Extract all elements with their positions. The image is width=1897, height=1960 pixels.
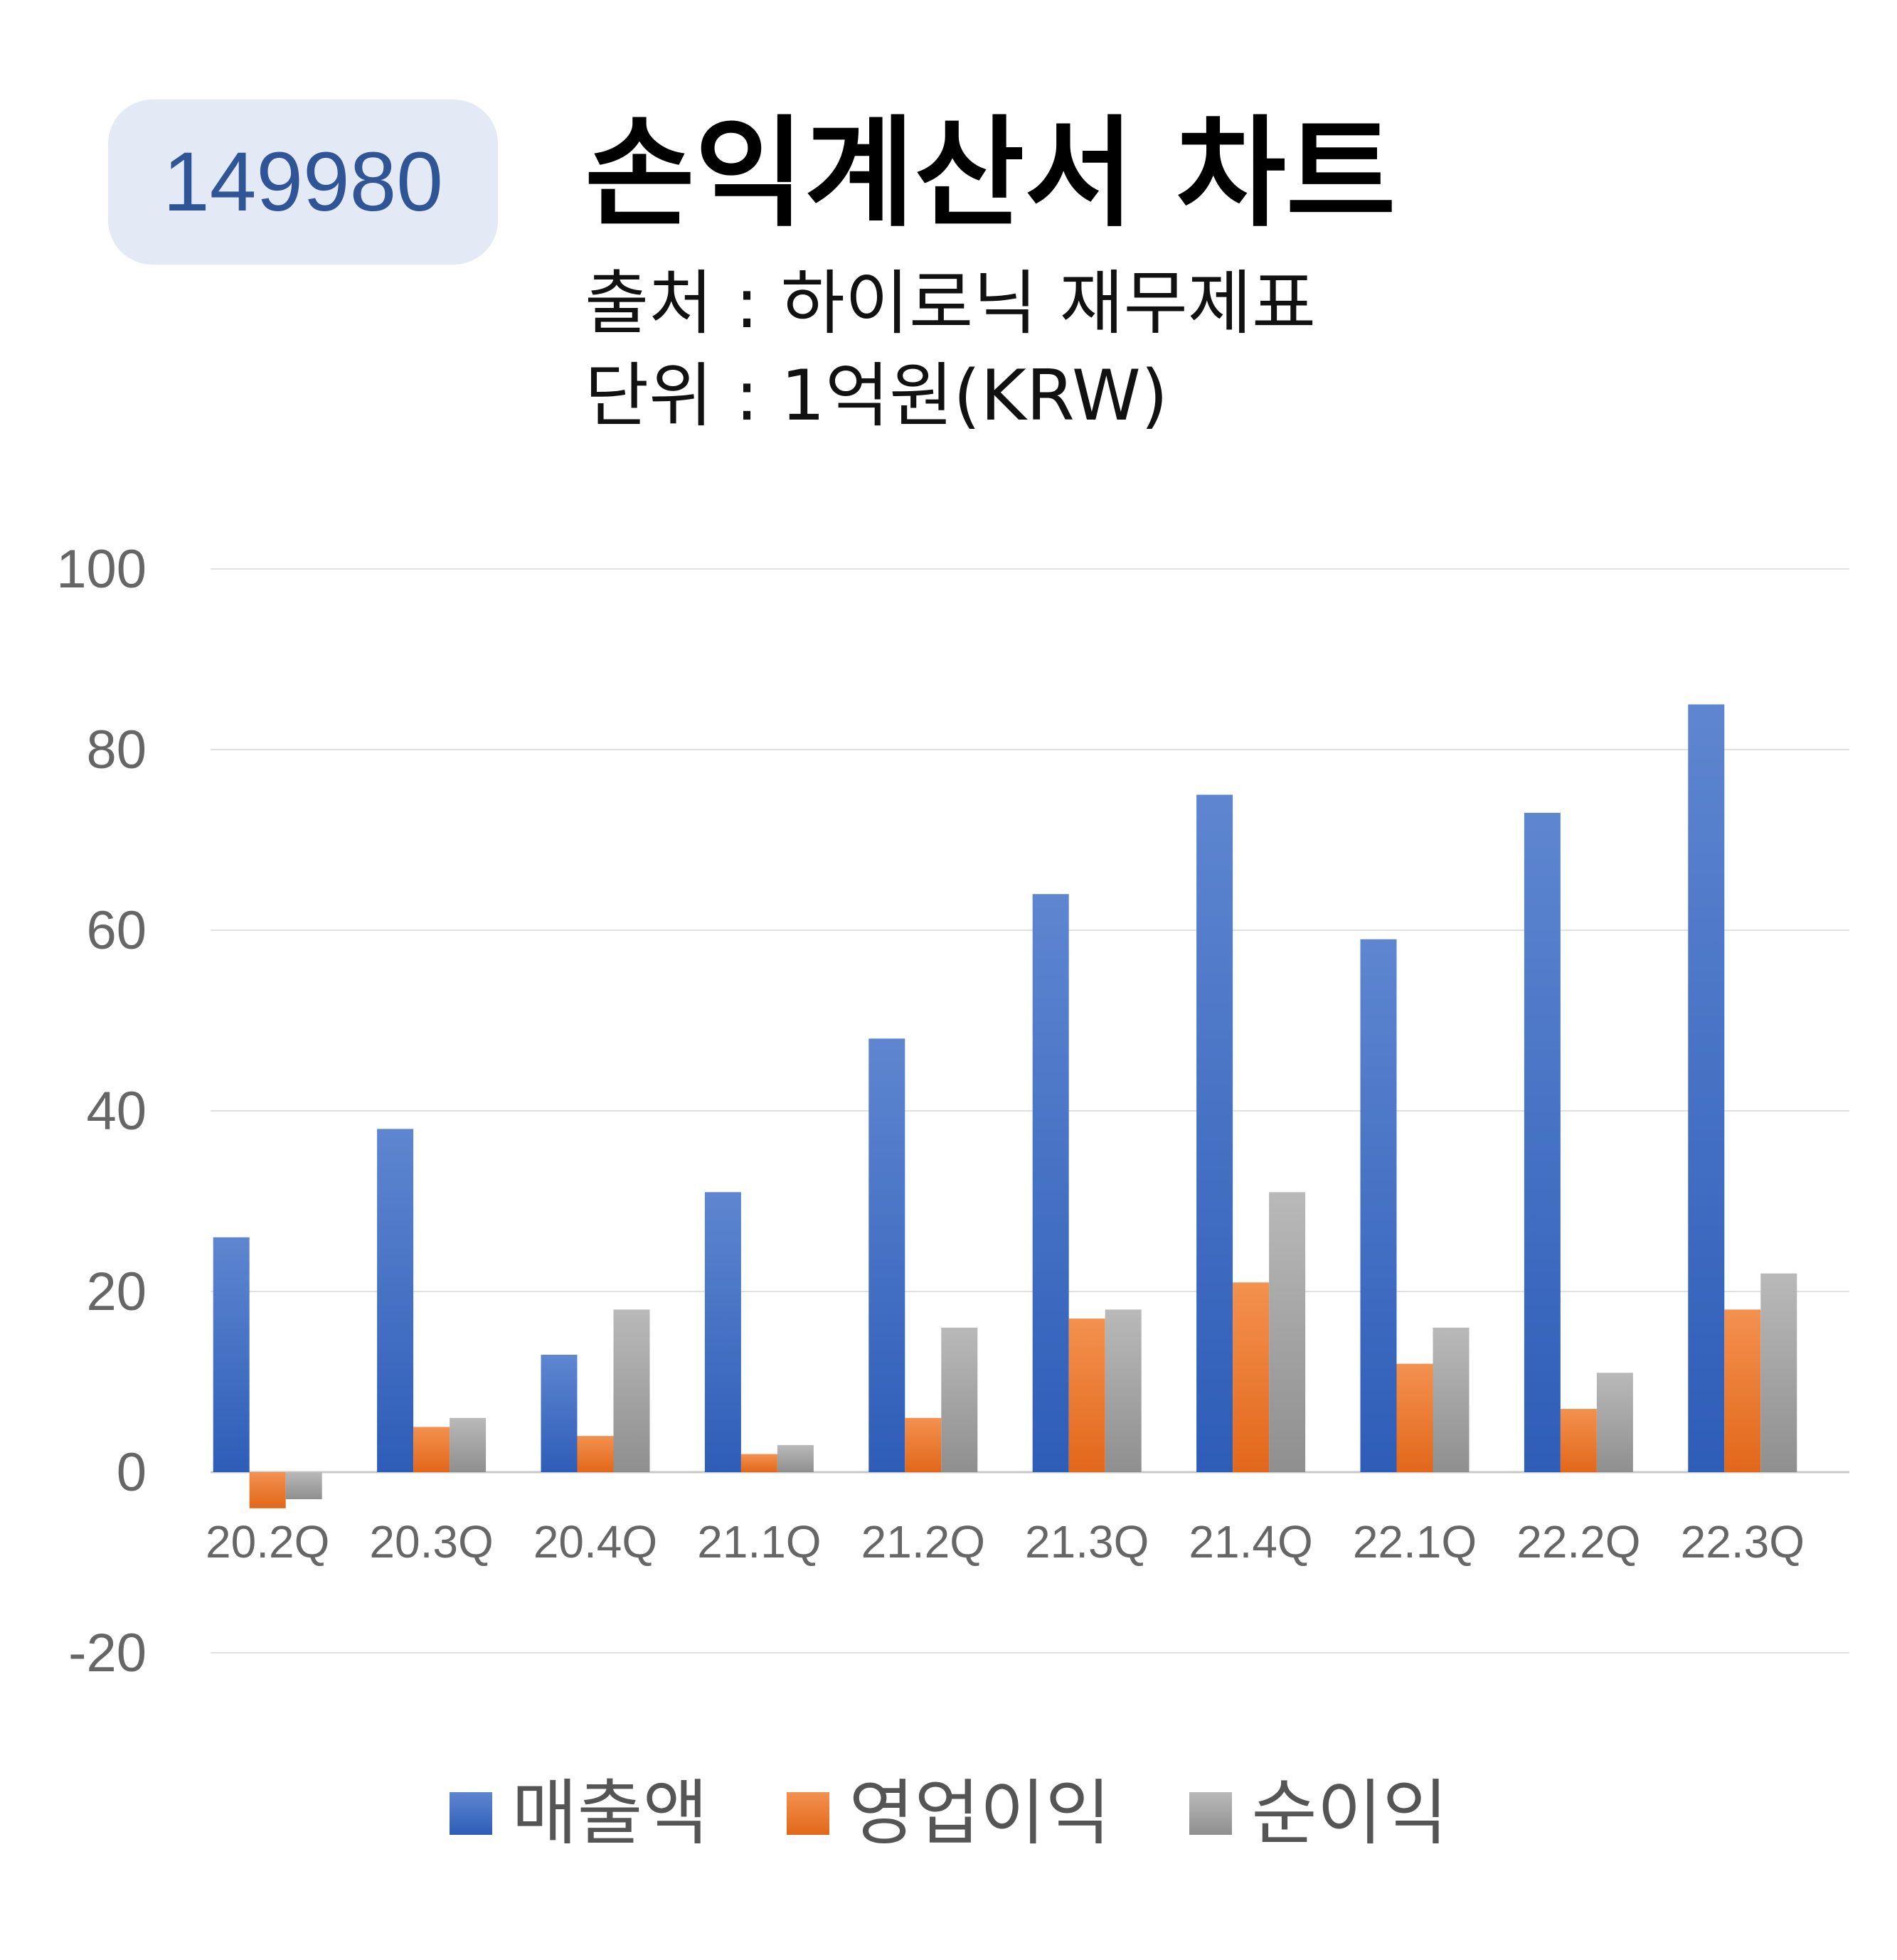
x-tick-label: 21.4Q <box>1189 1516 1312 1567</box>
bar-series-0-21.3Q <box>1032 894 1069 1472</box>
y-tick-label: 40 <box>86 1081 147 1141</box>
legend-swatch-operating-profit <box>786 1792 829 1835</box>
stock-code: 149980 <box>163 135 443 229</box>
bar-series-1-21.2Q <box>905 1417 942 1472</box>
bar-series-1-21.3Q <box>1068 1319 1105 1472</box>
y-tick-label: 80 <box>86 720 147 780</box>
bar-series-0-20.2Q <box>213 1237 250 1472</box>
y-tick-label: -20 <box>68 1623 147 1683</box>
bar-series-0-21.1Q <box>704 1192 741 1472</box>
bar-series-2-22.2Q <box>1596 1373 1633 1472</box>
bar-series-2-21.2Q <box>941 1327 978 1472</box>
x-tick-label: 20.3Q <box>369 1516 493 1567</box>
y-tick-label: 20 <box>86 1262 147 1322</box>
bar-series-1-22.1Q <box>1396 1363 1433 1472</box>
y-axis-ticks: 100 80 60 40 20 0 -20 <box>56 539 147 1683</box>
bar-series-2-20.2Q <box>285 1472 322 1500</box>
stock-code-badge: 149980 <box>108 100 498 265</box>
bar-series-2-21.1Q <box>777 1444 814 1472</box>
bar-series-0-21.4Q <box>1196 794 1233 1472</box>
x-tick-label: 20.2Q <box>206 1516 329 1567</box>
bars <box>213 704 1797 1508</box>
bar-series-0-22.2Q <box>1524 812 1561 1472</box>
bar-series-0-21.2Q <box>868 1038 905 1472</box>
legend-label-net-income: 순이익 <box>1251 1772 1448 1855</box>
bar-series-1-22.3Q <box>1724 1309 1761 1472</box>
legend: 매출액 영업이익 순이익 <box>0 1778 1897 1849</box>
x-tick-label: 21.1Q <box>697 1516 821 1567</box>
x-tick-label: 20.4Q <box>533 1516 657 1567</box>
bar-series-2-22.1Q <box>1433 1327 1470 1472</box>
bar-series-1-20.3Q <box>413 1427 450 1472</box>
x-tick-label: 21.2Q <box>861 1516 985 1567</box>
legend-swatch-net-income <box>1189 1792 1232 1835</box>
legend-swatch-revenue <box>449 1792 492 1835</box>
bar-series-2-21.3Q <box>1105 1309 1142 1472</box>
y-tick-label: 0 <box>117 1442 147 1503</box>
x-tick-label: 22.1Q <box>1353 1516 1477 1567</box>
bar-series-0-20.4Q <box>541 1354 578 1472</box>
chart-title: 손익계산서 차트 <box>585 104 1396 243</box>
unit-text: 단위 : 1억원(KRW) <box>585 356 1169 437</box>
bar-series-0-20.3Q <box>377 1129 414 1472</box>
bar-series-2-22.3Q <box>1760 1273 1797 1472</box>
legend-label-revenue: 매출액 <box>511 1772 708 1855</box>
bar-series-0-22.1Q <box>1360 939 1397 1472</box>
source-text: 출처 : 하이로닉 재무제표 <box>585 263 1317 344</box>
legend-item-operating-profit: 영업이익 <box>786 1772 1111 1855</box>
bar-series-2-21.4Q <box>1269 1192 1306 1472</box>
y-tick-label: 60 <box>86 900 147 961</box>
legend-item-net-income: 순이익 <box>1189 1778 1448 1849</box>
x-tick-label: 22.2Q <box>1516 1516 1640 1567</box>
bar-series-1-21.4Q <box>1233 1282 1270 1472</box>
x-axis-ticks: 20.2Q 20.3Q 20.4Q 21.1Q 21.2Q 21.3Q 21.4Q 22.1Q… <box>206 1516 1805 1567</box>
grid-lines <box>211 568 1849 1653</box>
bar-series-1-20.2Q <box>249 1472 286 1508</box>
bar-series-1-20.4Q <box>577 1436 614 1472</box>
y-tick-label: 100 <box>56 539 147 600</box>
legend-label-operating-profit: 영업이익 <box>849 1772 1111 1855</box>
bar-series-1-21.1Q <box>740 1454 777 1472</box>
legend-item-revenue: 매출액 <box>449 1772 708 1855</box>
bar-series-1-22.2Q <box>1560 1409 1597 1472</box>
bar-series-2-20.4Q <box>613 1309 650 1472</box>
x-tick-label: 21.3Q <box>1025 1516 1149 1567</box>
bar-series-0-22.3Q <box>1688 704 1725 1472</box>
bar-series-2-20.3Q <box>450 1417 487 1472</box>
x-tick-label: 22.3Q <box>1681 1516 1805 1567</box>
